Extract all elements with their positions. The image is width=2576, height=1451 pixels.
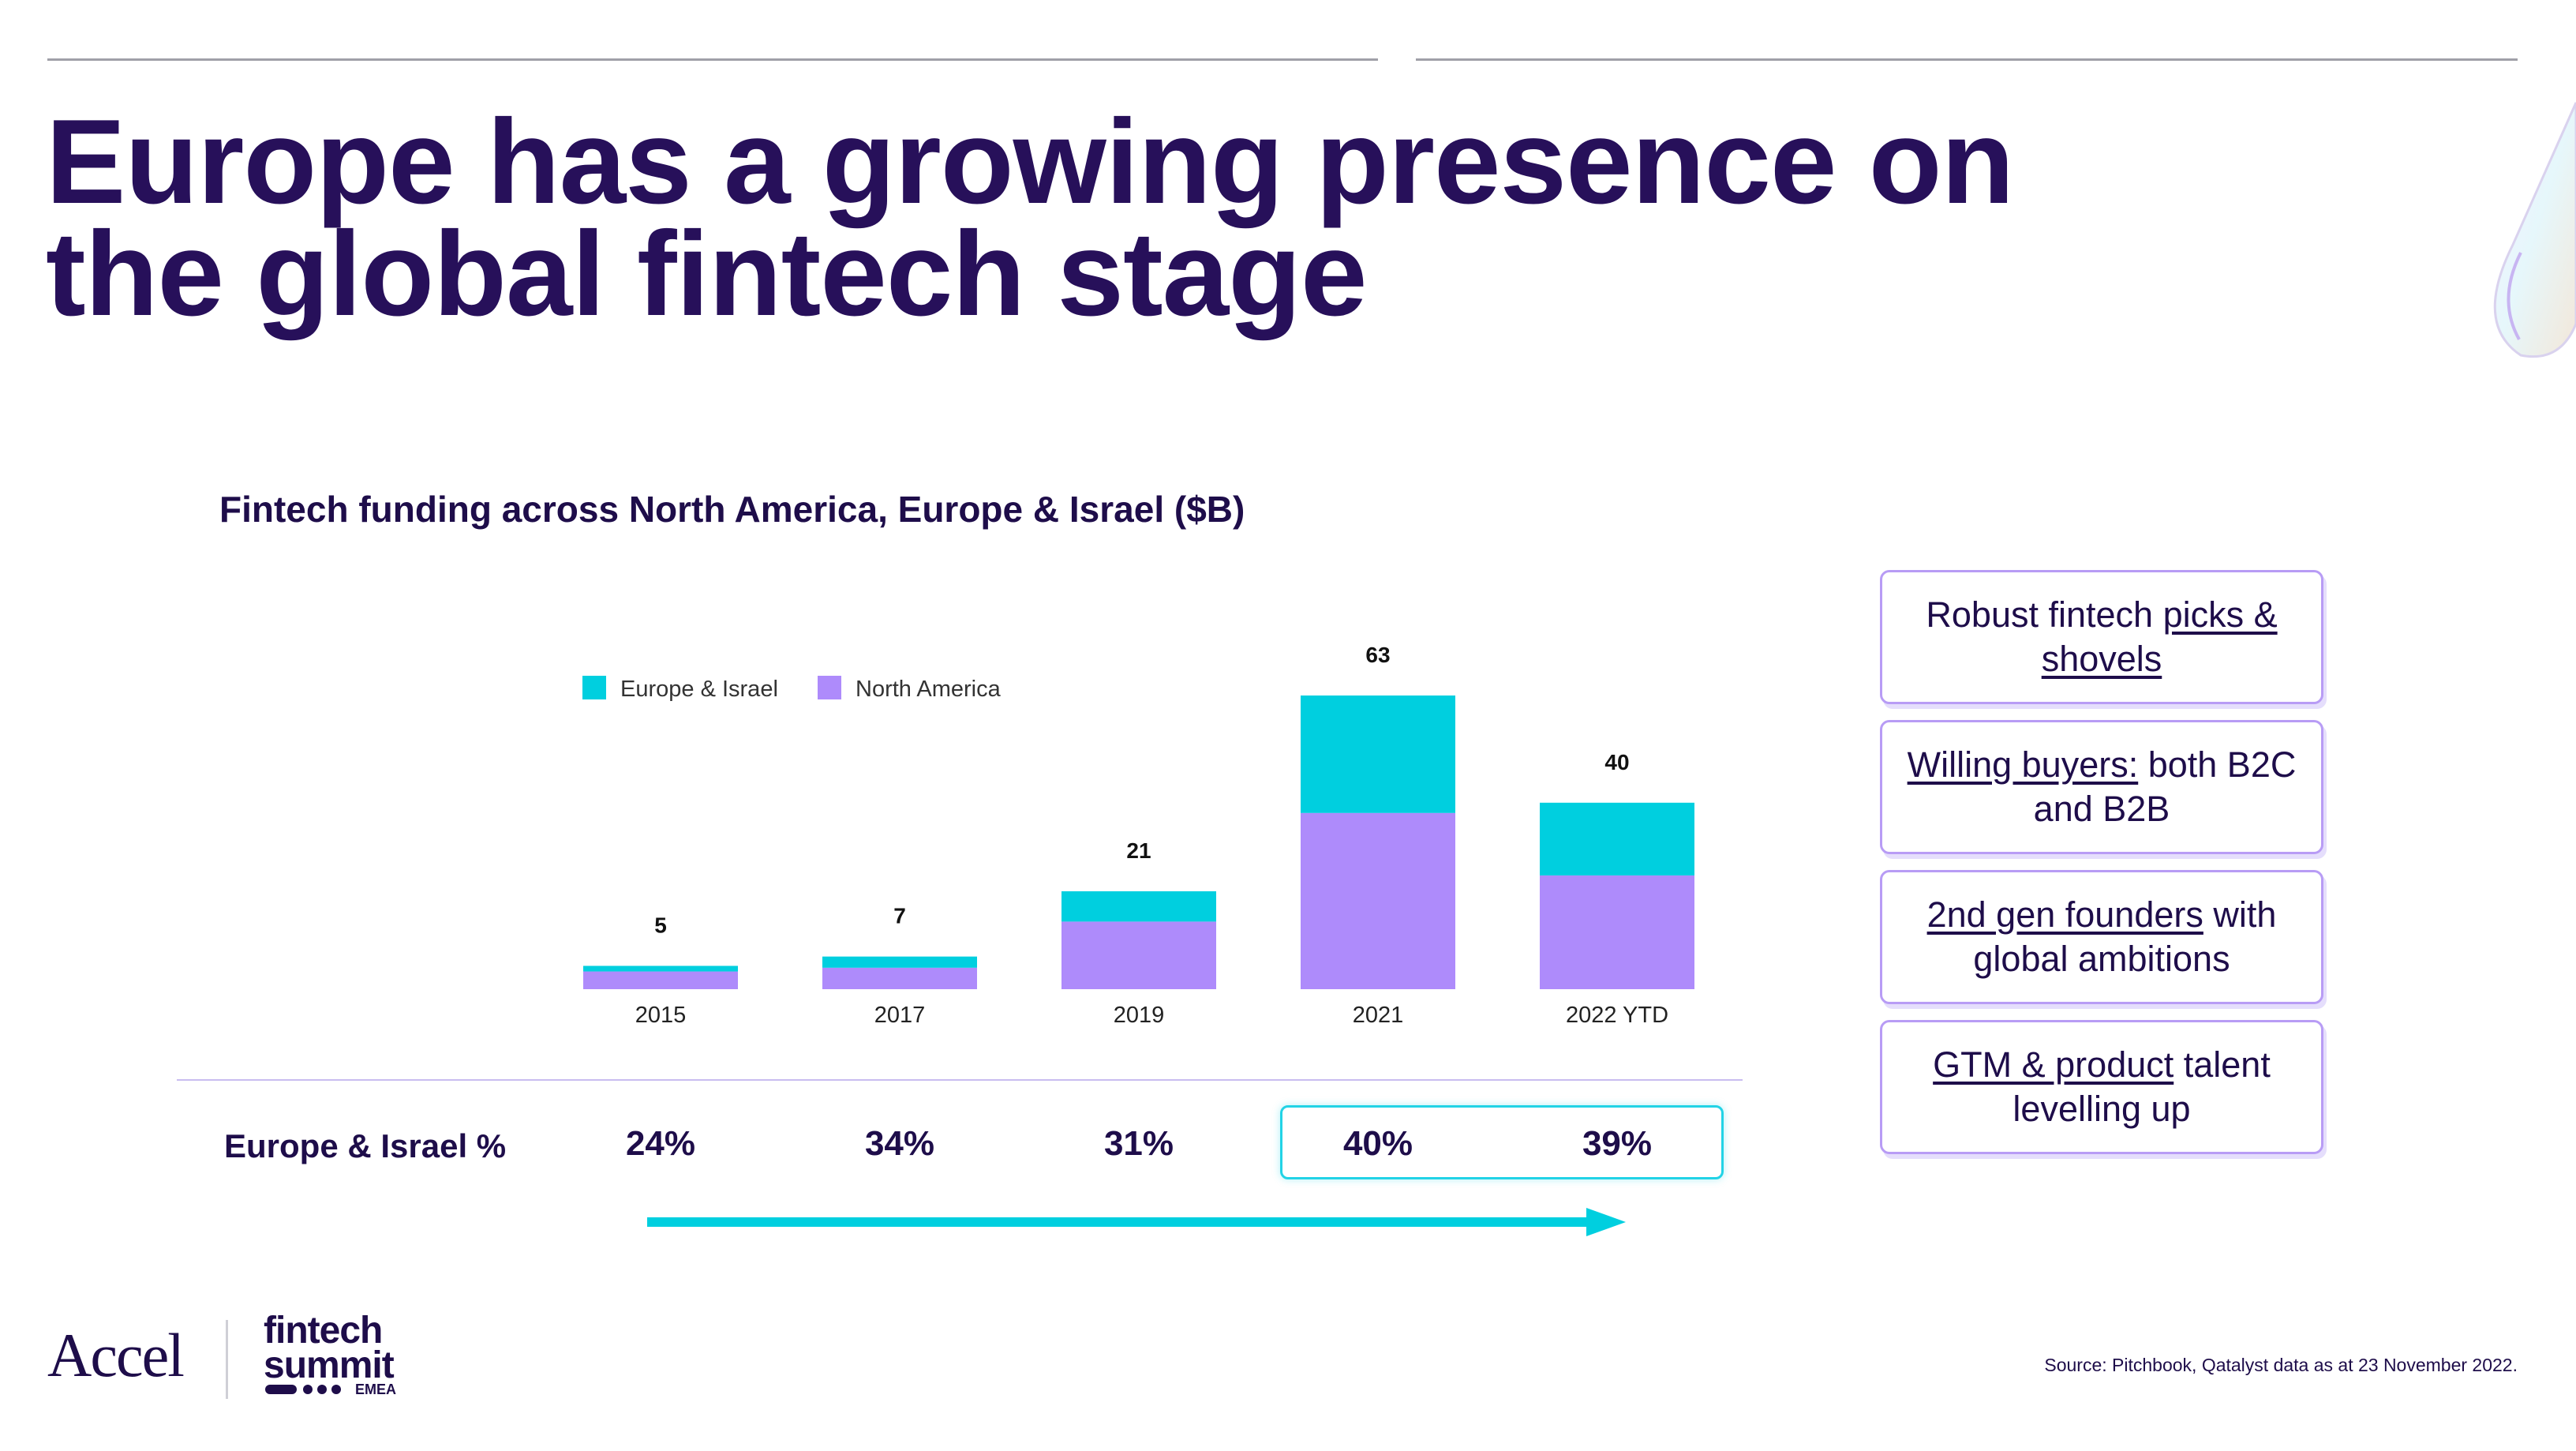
x-tick-label-2015: 2015 — [635, 1003, 687, 1028]
callout-4-text: talent levelling up — [2012, 1044, 2271, 1129]
callout-3-underlined: 2nd gen founders — [1926, 894, 2203, 935]
share-highlight-box — [1280, 1105, 1724, 1179]
callout-2-underlined: Willing buyers: — [1907, 744, 2139, 785]
bar-europe-israel-2022-ytd — [1540, 802, 1694, 875]
x-tick-label-2017: 2017 — [874, 1003, 926, 1028]
x-tick-label-2021: 2021 — [1353, 1003, 1404, 1028]
legend-swatch-0 — [582, 676, 606, 699]
callout-founders: 2nd gen founders with global ambitions — [1880, 870, 2323, 1004]
trend-arrow-icon — [647, 1208, 1626, 1236]
total-label-2021: 63 — [1365, 643, 1390, 667]
share-value-2017: 34% — [864, 1124, 935, 1163]
total-label-2019: 21 — [1126, 838, 1151, 863]
slide-title-line-1: Europe has a growing presence on — [46, 95, 2014, 229]
bar-europe-israel-2019 — [1061, 891, 1216, 922]
x-tick-label-2019: 2019 — [1114, 1003, 1165, 1028]
callout-3-text: with global ambitions — [1973, 894, 2277, 979]
total-label-2022-ytd: 40 — [1604, 750, 1629, 774]
callout-gtm-talent: GTM & product talent levelling up — [1880, 1020, 2323, 1154]
summit-logo-line-2: summit — [264, 1344, 395, 1386]
top-rule-left — [47, 58, 1378, 61]
logo-divider — [226, 1320, 228, 1399]
share-value-2019: 31% — [1103, 1124, 1174, 1163]
source-note: Source: Pitchbook, Qatalyst data as at 2… — [2044, 1355, 2518, 1375]
share-value-2021: 40% — [1342, 1124, 1413, 1163]
slide-title-line-2: the global fintech stage — [46, 207, 1368, 341]
summit-logo-line-1: fintech — [264, 1310, 383, 1352]
share-value-2015: 24% — [625, 1124, 696, 1163]
bar-north-america-2017 — [822, 967, 977, 989]
callout-picks-shovels: Robust fintech picks & shovels — [1880, 570, 2323, 704]
bar-north-america-2015 — [583, 971, 738, 989]
row-divider — [177, 1079, 1743, 1081]
bar-europe-israel-2015 — [583, 965, 738, 972]
bar-north-america-2022-ytd — [1540, 875, 1694, 989]
bar-europe-israel-2017 — [822, 956, 977, 968]
total-label-2015: 5 — [654, 913, 667, 937]
x-tick-label-2022-ytd: 2022 YTD — [1566, 1003, 1668, 1028]
callout-1-underlined: picks & shovels — [2041, 594, 2278, 679]
legend-label-0: Europe & Israel — [620, 677, 778, 702]
callout-4-underlined: GTM & product — [1933, 1044, 2174, 1085]
fintech-summit-logo: fintech summit — [264, 1310, 395, 1386]
bar-north-america-2019 — [1061, 921, 1216, 989]
share-value-2022-ytd: 39% — [1582, 1124, 1653, 1163]
total-label-2017: 7 — [893, 904, 906, 928]
pen-decoration-icon — [2493, 102, 2576, 358]
summit-region-label: EMEA — [355, 1382, 397, 1397]
share-row-label: Europe & Israel % — [224, 1127, 507, 1164]
callout-1-text: Robust fintech — [1926, 594, 2163, 635]
legend-swatch-1 — [818, 676, 841, 699]
stacked-bar-chart: 5 2015 7 2017 21 2019 63 2021 40 2022 YTD Europe &… — [582, 643, 1694, 1028]
callout-willing-buyers: Willing buyers: both B2C and B2B — [1880, 720, 2323, 854]
bar-north-america-2021 — [1301, 812, 1455, 989]
chart-title: Fintech funding across North America, Eu… — [219, 489, 1245, 530]
accel-logo: Accel — [47, 1321, 185, 1389]
slide-title: Europe has a growing presence on the glo… — [46, 95, 2177, 341]
legend-label-1: North America — [856, 677, 1002, 702]
bar-europe-israel-2021 — [1301, 696, 1455, 813]
top-rule-right — [1416, 58, 2518, 61]
callout-2-text: both B2C and B2B — [2033, 744, 2297, 829]
summit-dots-icon — [265, 1385, 341, 1394]
